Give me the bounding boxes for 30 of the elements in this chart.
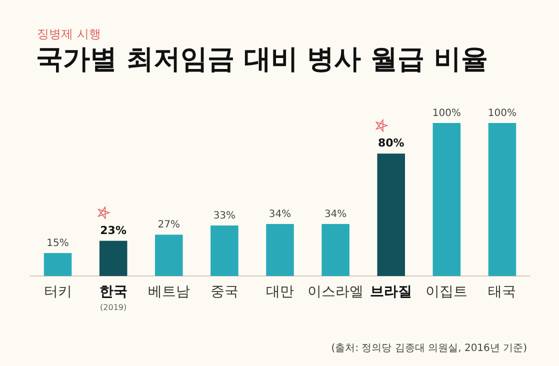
bar (432, 123, 461, 276)
data-label: 33% (213, 210, 236, 222)
data-label: 34% (324, 208, 347, 220)
bar (488, 123, 516, 276)
x-tick-label: 중국 (210, 284, 238, 300)
data-label: 23% (100, 224, 127, 237)
bar (210, 226, 238, 276)
bar (266, 224, 294, 276)
chart-title: 국가별 최저임금 대비 병사 월급 비율 (36, 44, 488, 75)
bar (377, 154, 405, 276)
bar (322, 224, 350, 276)
bar (155, 234, 183, 276)
x-tick-label: 브라질 (370, 284, 412, 300)
data-label: 100% (488, 108, 517, 119)
chart-subtitle: 징병제 시행 (37, 27, 101, 41)
data-label: 100% (432, 108, 461, 119)
text: (출처: 정의당 김종대 의원실, 2016년 기준) (331, 343, 528, 354)
x-tick-label: 이스라엘 (308, 284, 364, 300)
x-tick-label: 대만 (266, 284, 294, 300)
x-tick-label: 터키 (44, 284, 72, 300)
data-label: 15% (46, 238, 69, 250)
x-tick-label: 이집트 (426, 284, 468, 300)
x-tick-label: 한국 (2019) (99, 284, 128, 312)
bar (44, 253, 72, 276)
bar (99, 240, 128, 276)
data-label: 27% (158, 220, 180, 231)
data-label: 80% (378, 136, 404, 150)
x-tick-label: 태국 (488, 284, 516, 300)
x-tick-label: 베트남 (148, 284, 190, 300)
data-label: 34% (268, 208, 292, 220)
